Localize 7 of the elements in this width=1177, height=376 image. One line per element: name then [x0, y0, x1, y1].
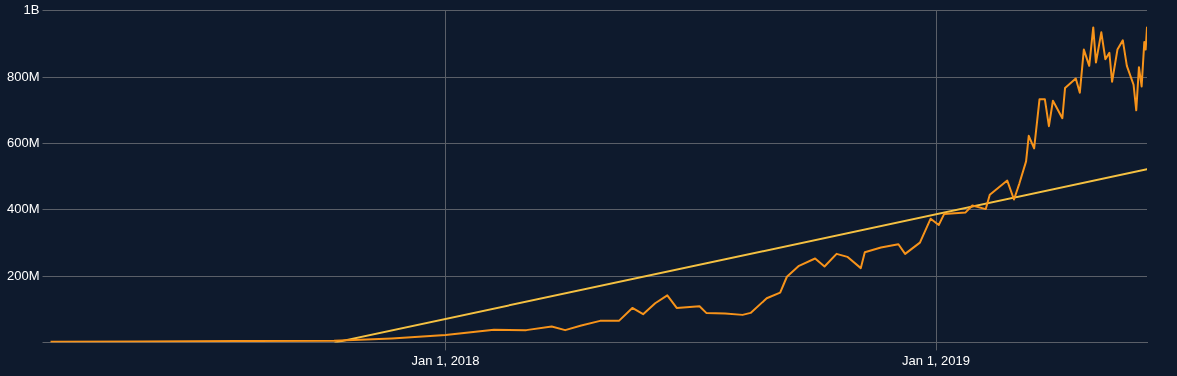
y-tick-label: 1B [23, 2, 40, 18]
x-tick-label: Jan 1, 2019 [902, 352, 971, 368]
y-tick-label: 400M [6, 201, 40, 217]
y-tick-label: 600M [6, 135, 40, 151]
x-tick-label: Jan 1, 2018 [411, 352, 480, 368]
y-tick-label: 800M [6, 68, 40, 84]
y-tick-label: 200M [6, 267, 40, 283]
